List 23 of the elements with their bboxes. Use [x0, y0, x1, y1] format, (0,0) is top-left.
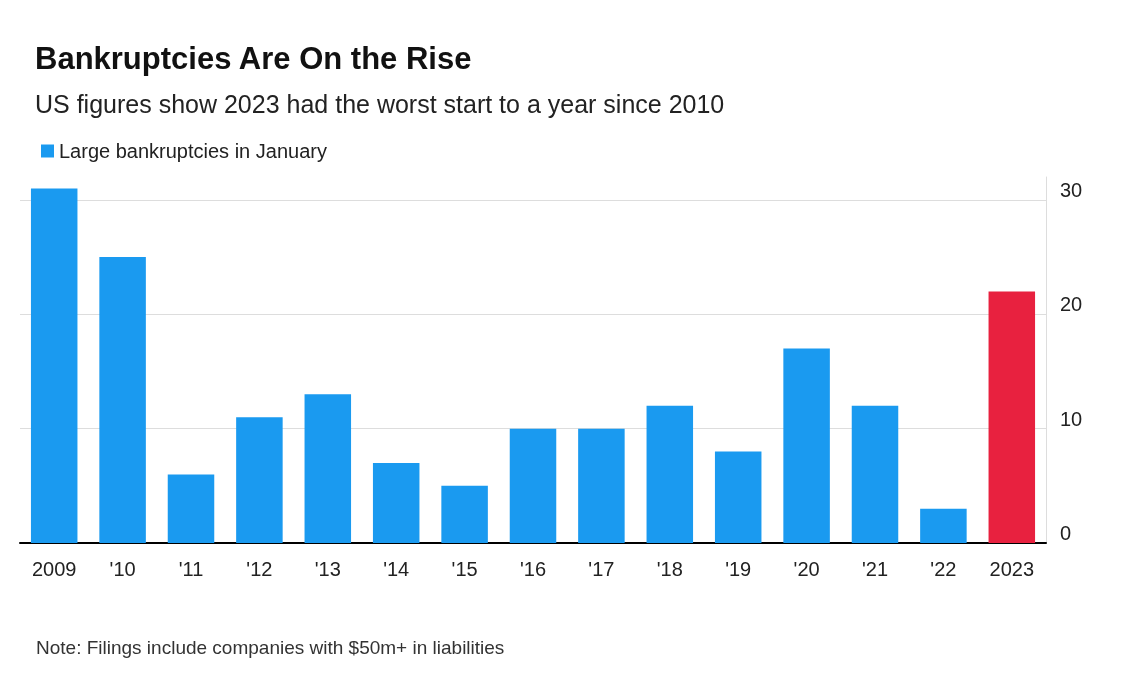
chart-subtitle: US figures show 2023 had the worst start to a year since 2010 [35, 89, 725, 118]
x-tick-label: 2009 [31, 558, 77, 580]
x-tick-label: '22 [930, 558, 957, 580]
x-tick-label: '17 [588, 558, 615, 580]
y-tick-label: 30 [1060, 178, 1083, 201]
x-tick-label: '21 [861, 558, 889, 580]
y-tick-label: 20 [1060, 293, 1083, 316]
x-tick-label: 2023 [989, 558, 1035, 580]
x-tick-label: '10 [109, 558, 136, 580]
x-tick-label: '11 [178, 558, 204, 580]
chart-title: Bankruptcies Are On the Rise [35, 41, 472, 76]
x-tick-label: '16 [519, 558, 547, 580]
x-tick-label: '18 [656, 558, 683, 580]
x-tick-label: '20 [793, 558, 820, 580]
legend-label: Large bankruptcies in January [59, 140, 327, 162]
y-tick-label: 10 [1060, 407, 1083, 430]
y-tick-label: 0 [1060, 522, 1072, 544]
x-tick-label: '12 [246, 558, 273, 580]
x-tick-label: '13 [314, 558, 341, 580]
x-tick-label: '19 [725, 558, 752, 580]
x-tick-label: '14 [383, 558, 410, 580]
x-tick-label: '15 [451, 558, 478, 580]
text: Note: Filings include companies with $50m+ in liabilities [36, 637, 505, 658]
